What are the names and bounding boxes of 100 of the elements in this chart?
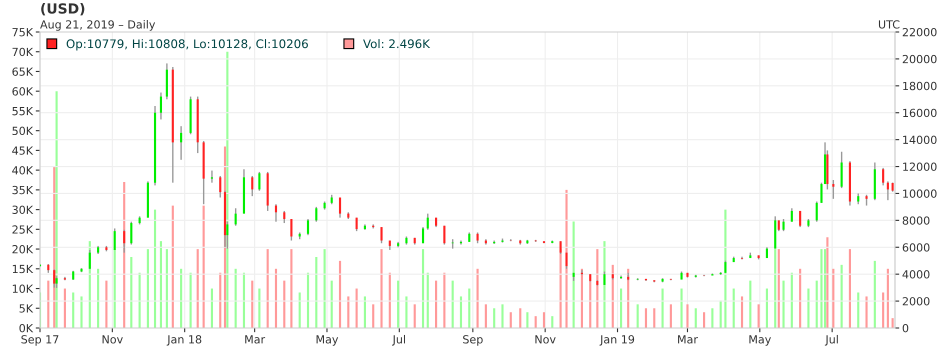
bar — [732, 288, 735, 328]
y2-tick-label: 8000 — [902, 216, 930, 225]
x-tick-label: Mar — [678, 335, 698, 344]
bar — [680, 288, 683, 328]
y-tick-label: 15K — [12, 264, 34, 274]
y-tick-label: 0K — [19, 324, 34, 332]
candlestick — [123, 229, 126, 254]
bar — [551, 316, 554, 328]
bar — [388, 272, 391, 328]
bar — [138, 272, 141, 328]
x-tick-label: Jan 18 — [166, 335, 202, 346]
bar — [620, 288, 622, 328]
candlestick — [560, 240, 562, 255]
bar — [758, 304, 760, 328]
y-tick-label: 40K — [12, 166, 34, 175]
bar — [210, 288, 214, 328]
candlestick — [356, 216, 358, 232]
x-tick-label: Nov — [535, 335, 556, 344]
candlestick — [799, 210, 802, 228]
bar — [298, 292, 301, 328]
bar — [782, 280, 785, 328]
y-tick-label: 60K — [12, 87, 34, 96]
candlestick — [724, 260, 726, 274]
candlestick — [468, 232, 470, 243]
bar — [807, 288, 810, 328]
bar — [790, 272, 793, 328]
candlestick — [782, 218, 785, 232]
bar — [670, 304, 672, 328]
y-tick-label: 20K — [12, 245, 34, 254]
bar — [824, 249, 826, 328]
bar — [72, 292, 74, 328]
text: UTC — [878, 20, 900, 29]
bar — [857, 292, 860, 328]
y-tick-label: 75K — [12, 28, 34, 36]
y-tick-label: 65K — [12, 67, 34, 76]
bar — [832, 268, 834, 328]
y-tick-label: 55K — [12, 107, 34, 116]
y-tick-label: 70K — [12, 48, 34, 56]
bar — [97, 268, 100, 328]
y2-tick-label: 22000 — [902, 28, 937, 36]
bar — [251, 280, 254, 328]
y-tick-label: 50K — [12, 126, 34, 136]
bar — [452, 280, 454, 328]
candlestick — [422, 226, 424, 244]
y2-tick-label: 18000 — [903, 82, 937, 90]
bar — [882, 292, 884, 328]
candlestick — [886, 180, 889, 201]
candlestick — [315, 206, 318, 222]
candlestick — [865, 194, 868, 206]
candlestick — [476, 232, 479, 244]
bar — [886, 268, 889, 328]
candlestick — [565, 252, 568, 270]
bar — [397, 280, 400, 328]
bar — [414, 304, 416, 328]
bar — [501, 304, 504, 328]
bar — [202, 206, 205, 328]
bar — [778, 249, 780, 328]
bar — [820, 249, 823, 328]
bar — [799, 268, 802, 328]
bar — [372, 304, 374, 328]
bar — [816, 280, 818, 328]
bar — [627, 268, 630, 328]
legend-label: Vol: 2.496K — [363, 39, 430, 48]
bar — [266, 249, 269, 328]
x-tick-label: Jul — [824, 334, 838, 346]
candlestick — [290, 218, 292, 242]
bar — [64, 288, 66, 328]
candlestick — [388, 240, 391, 251]
y2-tick-label: 6000 — [902, 243, 930, 252]
candlestick — [72, 270, 74, 281]
bar — [234, 268, 237, 328]
bar — [476, 268, 479, 328]
bar — [130, 256, 132, 328]
candlestick — [380, 226, 383, 244]
y-tick-label: 5K — [20, 304, 34, 313]
candlestick — [114, 228, 116, 251]
candlestick — [88, 249, 91, 270]
y2-tick-label: 0 — [902, 324, 908, 332]
chart-subtitle: Aug 21, 2019 – Daily — [40, 20, 156, 31]
y2-tick-label: 12000 — [903, 162, 937, 171]
candlestick — [258, 171, 260, 192]
bar — [290, 249, 292, 328]
bar — [636, 304, 639, 328]
bar — [166, 249, 168, 328]
bar — [526, 312, 528, 328]
bar — [766, 288, 768, 328]
candlestick — [160, 92, 162, 120]
bar — [47, 280, 50, 328]
x-tick-label: Jan 19 — [600, 335, 634, 346]
x-tick-label: Sep 17 — [21, 335, 58, 346]
bar — [510, 312, 512, 328]
candlestick — [283, 210, 286, 224]
bar — [644, 308, 648, 328]
bar — [306, 272, 310, 328]
bar — [443, 272, 446, 328]
candlestick — [251, 175, 254, 197]
y2-tick-label: 10000 — [903, 189, 937, 198]
bar — [848, 249, 852, 328]
candlestick — [180, 125, 182, 161]
bar — [874, 260, 876, 328]
